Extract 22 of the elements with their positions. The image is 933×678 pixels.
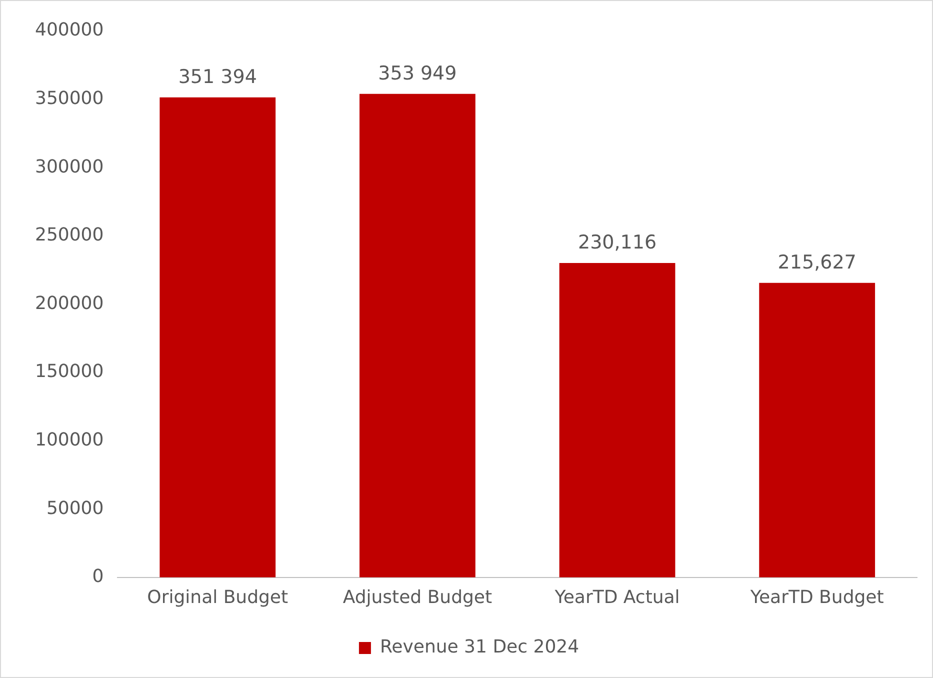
data-label: 215,627	[778, 251, 856, 274]
y-tick-label: 300000	[34, 156, 104, 178]
y-tick-label: 250000	[34, 224, 104, 246]
y-tick-label: 200000	[34, 292, 104, 314]
legend-label: Revenue 31 Dec 2024	[380, 636, 580, 658]
bar	[759, 282, 876, 578]
bar	[559, 263, 676, 578]
y-tick-label: 150000	[34, 361, 104, 382]
y-tick-label: 400000	[34, 20, 104, 41]
data-label: 351 394	[178, 66, 257, 88]
bar	[359, 94, 476, 578]
data-label: 353 949	[378, 62, 457, 84]
bar	[160, 97, 276, 578]
x-tick-label: Original Budget	[147, 586, 288, 608]
x-tick-label: YearTD Budget	[749, 586, 884, 608]
x-tick-label: YearTD Actual	[554, 586, 680, 608]
data-label: 230,116	[578, 232, 657, 254]
y-tick-label: 100000	[34, 429, 104, 450]
x-tick-label: Adjusted Budget	[342, 586, 492, 608]
y-tick-label: 0	[92, 566, 104, 588]
y-tick-label: 350000	[34, 88, 104, 109]
y-tick-label: 50000	[46, 498, 104, 519]
